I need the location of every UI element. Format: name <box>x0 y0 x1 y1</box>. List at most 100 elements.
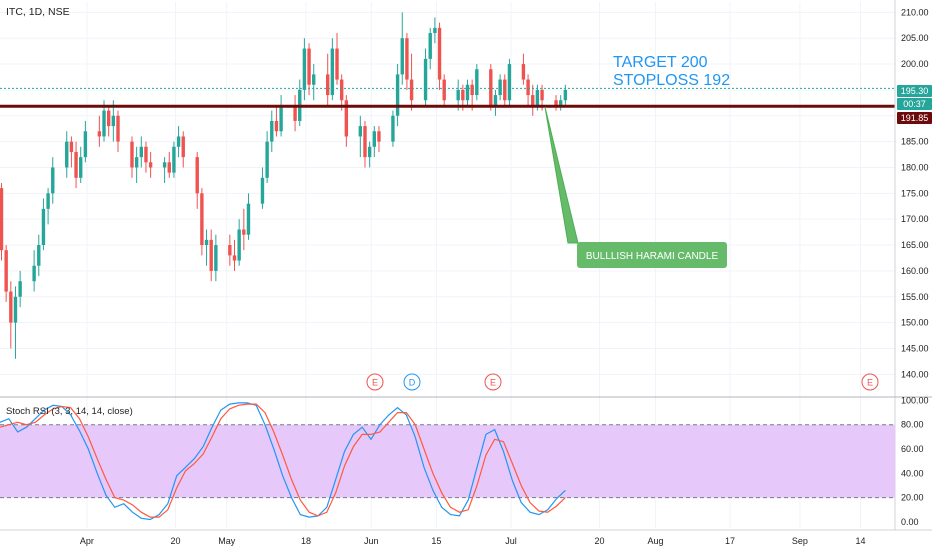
time-axis[interactable]: Apr 20 May 18 Jun 15 Jul 20 Aug 17 Sep 14 <box>80 536 866 546</box>
candle-body <box>232 255 237 261</box>
candle-body <box>442 79 446 101</box>
candle-body <box>391 115 395 142</box>
candle-body <box>9 291 13 323</box>
price-tick-label: 200.00 <box>901 59 929 69</box>
candle-body <box>4 250 8 292</box>
callout-pointer <box>544 106 579 244</box>
candle-body <box>428 33 432 59</box>
price-tick-label: 170.00 <box>901 214 929 224</box>
time-tick-label: Sep <box>792 536 808 546</box>
time-tick-label: 18 <box>301 536 311 546</box>
time-tick-label: 20 <box>595 536 605 546</box>
indicator-tick-label: 100.00 <box>901 395 929 405</box>
candlesticks[interactable] <box>0 12 568 359</box>
candle-body <box>200 193 204 246</box>
candle-body <box>489 69 493 106</box>
price-tick-label: 160.00 <box>901 266 929 276</box>
candle-body <box>97 131 102 137</box>
candle-body <box>372 131 376 147</box>
candle-body <box>139 146 143 158</box>
event-marker-circle <box>366 373 384 391</box>
stoploss-annotation[interactable]: STOPLOSS 192 <box>613 72 730 89</box>
price-tick-label: 205.00 <box>901 33 929 43</box>
event-marker-circle <box>403 373 421 391</box>
event-marker-circle <box>861 373 879 391</box>
candle-body <box>498 79 502 96</box>
candle-body <box>106 110 111 127</box>
candle-body <box>83 131 88 158</box>
support-price-tag <box>897 112 932 124</box>
time-tick-label: Apr <box>80 536 94 546</box>
candle-body <box>540 89 544 101</box>
candle-body <box>41 208 46 246</box>
candle-body <box>111 115 116 127</box>
indicator-pane: Stoch RSI (3, 3, 14, 14, close) 0.00 20.0… <box>0 395 929 527</box>
time-tick-label: Aug <box>647 536 663 546</box>
candle-body <box>204 239 209 246</box>
candle-body <box>503 79 507 101</box>
target-annotation[interactable]: TARGET 200 <box>613 54 708 71</box>
price-tick-label: 140.00 <box>901 369 929 379</box>
candle-body <box>535 89 540 106</box>
candle-body <box>531 95 535 106</box>
candle-body <box>363 126 367 158</box>
candle-body <box>293 105 297 121</box>
candle-body <box>423 58 428 101</box>
candle-body <box>526 79 530 96</box>
candle-body <box>162 162 167 168</box>
candle-body <box>134 157 139 168</box>
candle-body <box>563 89 568 101</box>
last-price-tag <box>897 85 932 97</box>
time-tick-label: 15 <box>431 536 441 546</box>
candle-body <box>228 245 232 256</box>
candle-body <box>302 48 307 90</box>
candle-body <box>339 79 344 101</box>
candle-body <box>130 141 134 168</box>
stoch-d-line[interactable] <box>0 403 566 518</box>
price-tick-label: 155.00 <box>901 292 929 302</box>
candle-body <box>465 84 470 101</box>
indicator-axis[interactable]: 0.00 20.00 40.00 60.00 80.00 100.00 <box>901 395 929 526</box>
callout-text: BULLLISH HARAMI CANDLE <box>586 251 719 262</box>
candle-body <box>307 48 311 85</box>
candle-body <box>377 131 381 142</box>
time-tick-label: 17 <box>725 536 735 546</box>
candle-body <box>395 74 400 116</box>
symbol-header[interactable]: ITC, 1D, NSE <box>6 6 70 18</box>
candle-body <box>279 105 283 132</box>
candle-body <box>312 74 316 85</box>
candle-body <box>176 136 181 147</box>
indicator-title[interactable]: Stoch RSI (3, 3, 14, 14, close) <box>6 406 133 417</box>
price-gridlines <box>0 11 895 375</box>
candle-body <box>330 48 335 96</box>
support-price-tag-text: 191.85 <box>901 113 929 123</box>
candle-body <box>521 64 526 80</box>
candle-body <box>237 229 241 261</box>
candle-body <box>270 120 274 142</box>
event-marker-label: D <box>409 378 416 388</box>
time-tick-label: 14 <box>855 536 865 546</box>
countdown-tag <box>897 98 932 110</box>
candle-body <box>148 162 153 168</box>
harami-callout[interactable]: BULLLISH HARAMI CANDLE <box>544 106 727 268</box>
price-tick-label: 165.00 <box>901 240 929 250</box>
candle-body <box>37 245 41 266</box>
candle-body <box>242 229 246 235</box>
candle-body <box>65 141 69 168</box>
stoch-k-line[interactable] <box>0 402 566 521</box>
indicator-tick-label: 80.00 <box>901 420 924 430</box>
candle-body <box>167 162 171 173</box>
event-marker-label: E <box>372 378 378 388</box>
price-tick-label: 145.00 <box>901 343 929 353</box>
candle-body <box>181 136 185 158</box>
price-axis[interactable]: 140.00 145.00 150.00 155.00 160.00 165.00 170.… <box>894 0 932 530</box>
candle-body <box>475 69 479 96</box>
candle-body <box>409 79 414 101</box>
callout-box <box>577 242 727 268</box>
price-tick-label: 150.00 <box>901 318 929 328</box>
event-marker-label: E <box>490 378 496 388</box>
countdown-tag-text: 00:37 <box>903 99 926 109</box>
candle-body <box>335 48 339 80</box>
